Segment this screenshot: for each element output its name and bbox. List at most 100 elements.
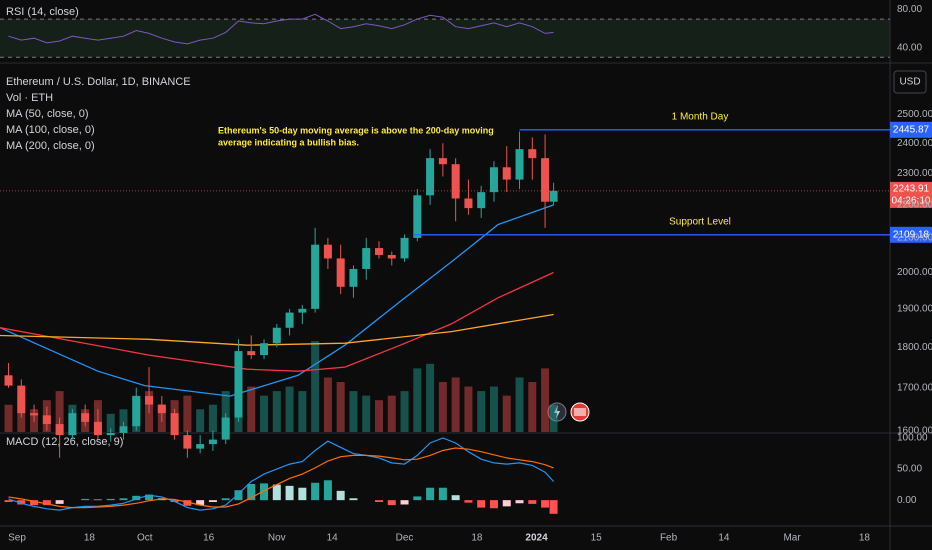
x-tick-label: 14 [718, 533, 730, 544]
moving-average [0, 271, 554, 372]
price-title: Ethereum / U.S. Dollar, 1D, BINANCE [6, 76, 191, 88]
candle-body [4, 375, 13, 386]
volume-bar [298, 391, 307, 432]
macd-histogram-bar [528, 500, 537, 504]
candle-body [298, 308, 307, 313]
y-tick-label: 1600.00 [897, 425, 932, 436]
macd-histogram-bar [81, 498, 90, 501]
y-tick-label: 2100.00 [897, 233, 932, 244]
macd-histogram-bar [196, 500, 205, 506]
candle-body [145, 396, 154, 405]
y-tick-label: 0.00 [897, 495, 917, 506]
lightning-icon [554, 405, 560, 419]
level-price: 2445.87 [893, 124, 930, 135]
candle-body [260, 343, 269, 356]
x-tick-label: 18 [471, 533, 483, 544]
candle-body [106, 432, 115, 436]
countdown: 04:26:10 [892, 196, 931, 207]
volume-bar [541, 368, 550, 432]
volume-bar [55, 391, 64, 432]
macd-histogram-bar [17, 500, 26, 505]
macd-histogram-bar [323, 480, 332, 501]
y-tick-label: 2200.00 [897, 200, 932, 211]
x-tick-label: Feb [660, 533, 678, 544]
y-tick-label: 2000.00 [897, 267, 932, 278]
volume-bar [438, 382, 447, 432]
candle-body [489, 167, 498, 193]
volume-bar [311, 341, 320, 432]
candle-body [30, 413, 39, 416]
candle-body [208, 439, 217, 445]
macd-histogram-bar [502, 500, 511, 507]
volume-bar [464, 386, 473, 432]
macd-histogram-bar [515, 500, 524, 504]
flag-icon [574, 408, 586, 416]
x-tick-label: 2024 [525, 533, 548, 544]
level-price-box [890, 226, 932, 243]
candle-body [413, 195, 422, 238]
candle-body [528, 149, 537, 159]
volume-bar [208, 404, 217, 432]
volume-bar [426, 363, 435, 432]
candle-body [81, 413, 90, 422]
candle-body [55, 424, 64, 436]
macd-histogram-bar [438, 487, 447, 501]
volume-bar [260, 395, 269, 432]
volume-bar [183, 395, 192, 432]
macd-histogram-bar [260, 483, 269, 501]
currency-box[interactable] [893, 70, 927, 94]
volume-bar [502, 395, 511, 432]
macd-histogram-bar [374, 500, 383, 503]
candle-body [323, 244, 332, 259]
level-price: 2109.18 [893, 229, 930, 240]
volume-legend: Vol · ETH [6, 92, 53, 104]
candle-body [477, 192, 486, 209]
macd-histogram-bar [311, 482, 320, 501]
y-tick-label: 40.00 [897, 42, 922, 53]
macd-histogram-bar [208, 500, 217, 503]
volume-bar [374, 400, 383, 432]
volume-bar [221, 391, 230, 432]
candle-body [515, 149, 524, 180]
level-label: 1 Month Day [672, 111, 729, 122]
x-tick-label: Mar [783, 533, 801, 544]
x-tick-label: Dec [396, 533, 414, 544]
candle-body [170, 413, 179, 436]
volume-bar [489, 386, 498, 432]
candle-body [502, 167, 511, 180]
macd-histogram-bar [272, 484, 281, 501]
volume-bar [528, 382, 537, 432]
candle-body [234, 351, 243, 418]
volume-bar [285, 386, 294, 432]
macd-histogram-bar [285, 485, 294, 501]
macd-histogram-bar [55, 500, 64, 504]
macd-histogram-bar [413, 496, 422, 501]
last-price-box [890, 181, 932, 208]
macd-histogram-bar [183, 500, 192, 506]
y-tick-label: 2300.00 [897, 168, 932, 179]
note-text: Ethereum's 50-day moving average is abov… [218, 125, 494, 135]
candle-body [349, 268, 358, 287]
macd-histogram-bar [451, 495, 460, 501]
moving-average [0, 313, 554, 346]
macd-line [8, 437, 555, 511]
y-tick-label: 80.00 [897, 4, 922, 15]
candle-body [272, 327, 281, 344]
candle-body [426, 158, 435, 196]
candle-body [247, 351, 256, 356]
volume-bar [400, 391, 409, 432]
candle-body [451, 164, 460, 199]
candle-body [387, 254, 396, 259]
volume-bar [362, 395, 371, 432]
candle-body [68, 413, 77, 436]
volume-bar [4, 404, 13, 432]
x-tick-label: 16 [203, 533, 215, 544]
candle-body [400, 237, 409, 259]
y-tick-label: 100.00 [897, 433, 928, 444]
x-tick-label: 18 [859, 533, 871, 544]
candle-body [336, 258, 345, 287]
volume-bar [549, 404, 558, 432]
candle-body [157, 404, 166, 414]
